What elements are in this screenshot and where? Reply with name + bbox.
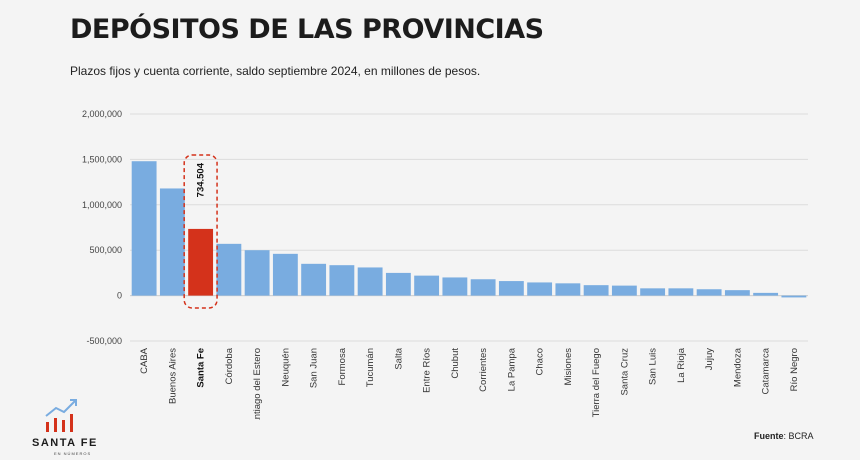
bar [781, 295, 807, 298]
x-tick-label: CABA [139, 347, 150, 374]
x-tick-label: Misiones [563, 348, 574, 386]
x-tick-label: Mendoza [732, 347, 743, 387]
source-value: : BCRA [783, 431, 814, 441]
chart-title: DEPÓSITOS DE LAS PROVINCIAS [70, 14, 544, 45]
y-tick-label: 1,000,000 [82, 200, 122, 210]
y-tick-label: -500,000 [86, 336, 122, 346]
x-tick-label: Neuquén [280, 348, 291, 387]
bar [753, 292, 779, 296]
bar [696, 289, 722, 296]
x-tick-label: Formosa [337, 347, 348, 385]
chart-subtitle: Plazos fijos y cuenta corriente, saldo s… [70, 64, 481, 78]
brand-name: SANTA FE [32, 437, 98, 449]
x-tick-label: Buenos Aires [167, 348, 178, 404]
bar [442, 277, 468, 296]
bar [357, 267, 383, 296]
bars [131, 161, 807, 298]
x-tick-label: San Juan [309, 348, 320, 388]
bar [385, 272, 411, 296]
x-tick-label: Río Negro [789, 348, 800, 391]
x-tick-label: Entre Ríos [422, 348, 433, 393]
x-axis-labels: CABA Buenos Aires Santa Fe Córdoba Santiago … [139, 347, 800, 420]
bar [640, 288, 666, 296]
y-tick-label: 2,000,000 [82, 109, 122, 119]
brand-tagline: EN NÚMEROS [54, 451, 92, 456]
x-tick-label: Catamarca [761, 347, 772, 394]
bar-highlight [188, 228, 214, 296]
bar [498, 281, 524, 296]
x-tick-label: La Pampa [506, 347, 517, 391]
bar [216, 243, 242, 296]
bar [470, 279, 496, 296]
bar [159, 188, 185, 296]
bar [244, 250, 270, 296]
x-tick-label: Salta [393, 347, 404, 369]
x-tick-label: Santa Fe [196, 348, 207, 388]
source-note: Fuente: BCRA [754, 431, 814, 441]
highlight-annotation: 734.504 [183, 154, 218, 309]
gridlines [130, 113, 808, 342]
data-label: 734.504 [196, 162, 207, 197]
bar [272, 253, 298, 296]
x-tick-label: Santa Cruz [619, 348, 630, 396]
bar [527, 282, 553, 296]
bar [555, 283, 581, 296]
bar [611, 285, 637, 296]
y-tick-label: 500,000 [89, 245, 122, 255]
bar [301, 263, 327, 296]
y-tick-label: 0 [117, 291, 122, 301]
x-tick-label: Santiago del Estero [252, 348, 263, 420]
source-label: Fuente [754, 431, 784, 441]
x-tick-label: Tucumán [365, 348, 376, 387]
y-tick-label: 1,500,000 [82, 154, 122, 164]
bar [583, 285, 609, 296]
bar [414, 275, 440, 296]
x-tick-label: Tierra del Fuego [591, 348, 602, 417]
bar [668, 288, 694, 296]
bar [131, 161, 157, 296]
bar [724, 290, 750, 296]
x-tick-label: Chaco [535, 348, 546, 375]
brand-logo-icon [45, 399, 77, 432]
x-tick-label: Corrientes [478, 348, 489, 392]
bar [329, 265, 355, 296]
x-tick-label: Chubut [450, 348, 461, 379]
x-tick-label: San Luis [648, 348, 659, 385]
y-axis-ticks: -500,000 0 500,000 1,000,000 1,500,000 2,000,… [82, 109, 122, 346]
x-tick-label: Córdoba [224, 347, 235, 384]
x-tick-label: Jujuy [704, 348, 715, 370]
highlight-outline [183, 154, 218, 309]
x-tick-label: La Rioja [676, 347, 687, 383]
bar-chart: -500,000 0 500,000 1,000,000 1,500,000 2,000,… [82, 109, 808, 420]
